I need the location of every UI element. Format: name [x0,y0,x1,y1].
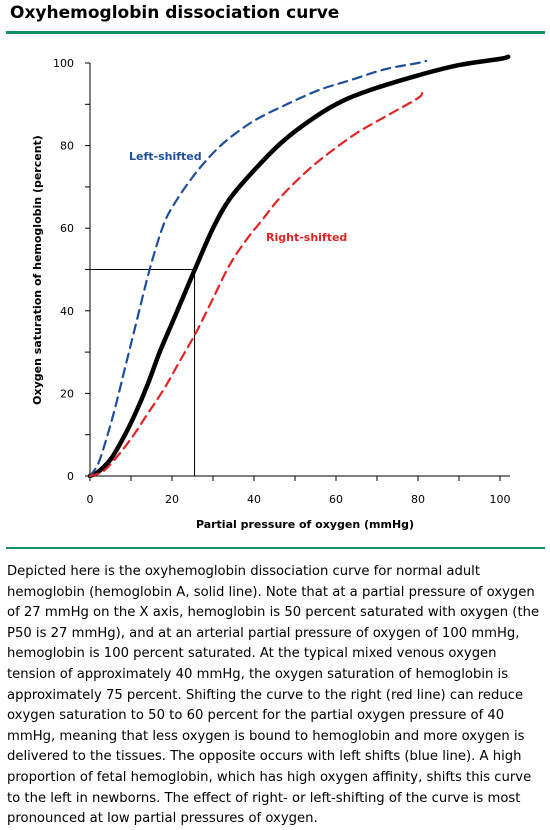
x-tick-label: 20 [165,493,179,506]
x-tick-label: 80 [411,493,425,506]
y-tick-label: 20 [60,387,74,400]
x-tick-label: 0 [87,493,94,506]
right-shifted-label: Right-shifted [266,231,347,244]
x-axis-label: Partial pressure of oxygen (mmHg) [196,518,414,531]
y-tick-label: 0 [67,470,74,483]
dissociation-chart: 0 20 40 60 80 100 0 20 40 60 80 100 Partial pressure… [31,54,511,531]
series-labels: Left-shifted Right-shifted [129,150,347,244]
figure-caption: Depicted here is the oxyhemoglobin disso… [7,564,540,827]
left-shifted-curve [88,59,428,478]
curves [87,54,511,479]
x-tick-label: 60 [329,493,343,506]
y-tick-label: 100 [53,57,74,70]
x-tick-label: 40 [247,493,261,506]
y-tick-label: 60 [60,222,74,235]
y-axis-label: Oxygen saturation of hemoglobin (percent… [31,135,44,405]
right-shifted-curve [88,90,424,478]
axes [85,62,510,481]
y-tick-label: 80 [60,140,74,153]
x-tick-label: 100 [490,493,511,506]
normal-curve [87,54,511,479]
chart-title: Oxyhemoglobin dissociation curve [10,3,340,23]
header-rule [6,31,545,34]
y-tick-label: 40 [60,305,74,318]
tick-labels: 0 20 40 60 80 100 0 20 40 60 80 100 Partial pressure… [31,57,511,531]
left-shifted-label: Left-shifted [129,150,202,163]
footer-rule [6,547,545,549]
